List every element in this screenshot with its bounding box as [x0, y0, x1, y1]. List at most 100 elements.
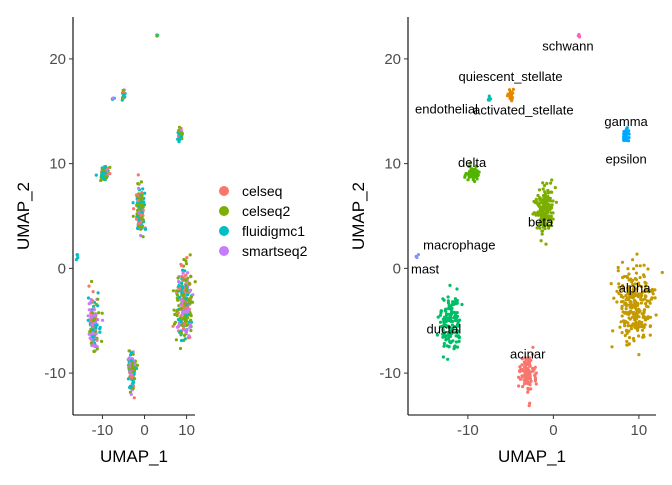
point-alpha [640, 320, 644, 325]
point-ductal [454, 330, 458, 334]
y-tick-label: 20 [384, 51, 401, 68]
point-delta [471, 178, 475, 182]
point-beta [534, 197, 538, 201]
point-celseq2 [189, 295, 193, 299]
point-alpha [617, 285, 621, 289]
x-tick-label: 0 [549, 422, 557, 439]
point-ductal [460, 302, 464, 307]
point-activated_stellate [508, 90, 512, 94]
point-beta [535, 226, 539, 230]
point-alpha [624, 307, 628, 311]
point-fluidigmc1 [177, 140, 181, 144]
point-celseq2 [130, 364, 134, 368]
point-celseq2 [179, 331, 184, 335]
point-delta [463, 175, 467, 179]
point-fluidigmc1 [129, 384, 133, 388]
point-alpha [623, 324, 627, 328]
point-alpha [617, 282, 621, 286]
point-alpha [612, 296, 616, 300]
point-celseq2 [189, 318, 193, 322]
point-beta [541, 213, 546, 217]
y-tick-label: 0 [58, 260, 66, 277]
point-acinar [526, 390, 530, 394]
point-ductal [442, 333, 446, 337]
point-alpha [642, 325, 646, 329]
point-alpha [635, 287, 639, 291]
point-ductal [448, 326, 452, 330]
point-alpha [621, 284, 625, 288]
point-ductal [441, 297, 445, 301]
point-alpha [632, 267, 636, 271]
point-acinar [526, 360, 530, 364]
point-celseq2 [141, 218, 145, 222]
point-acinar [517, 375, 521, 379]
point-acinar [531, 352, 535, 356]
point-beta [538, 219, 543, 223]
point-alpha [621, 287, 625, 291]
point-celseq2 [139, 204, 143, 208]
point-ductal [451, 302, 455, 307]
point-acinar [533, 379, 538, 383]
point-fluidigmc1 [183, 337, 187, 341]
point-ductal [456, 334, 461, 338]
point-gamma [625, 127, 629, 131]
point-acinar [523, 360, 527, 364]
point-alpha [643, 294, 647, 298]
point-celseq2 [185, 289, 189, 293]
point-celseq2 [99, 178, 103, 183]
point-alpha [637, 283, 641, 287]
point-alpha [621, 300, 625, 304]
x-tick-label: 0 [140, 422, 148, 439]
point-delta [473, 175, 477, 179]
point-alpha [641, 335, 645, 339]
point-alpha [643, 323, 647, 327]
point-beta [546, 194, 550, 198]
point-ductal [442, 320, 446, 324]
point-alpha [627, 336, 632, 340]
cluster-label-schwann: schwann [542, 39, 593, 54]
point-celseq2 [131, 361, 135, 365]
point-ductal [443, 330, 447, 334]
point-alpha [623, 333, 627, 338]
point-alpha [621, 295, 625, 299]
point-celseq2 [135, 363, 139, 367]
point-celseq2 [189, 328, 193, 333]
cluster-label-gamma: gamma [604, 114, 648, 129]
point-alpha [634, 293, 638, 297]
point-celseq [89, 318, 93, 322]
point-alpha [629, 327, 634, 331]
point-alpha [620, 260, 625, 264]
point-alpha [631, 322, 635, 326]
batch-points [74, 33, 197, 400]
point-smartseq2 [187, 334, 191, 338]
point-ductal [445, 344, 449, 348]
point-beta [549, 181, 553, 185]
point-celseq [185, 256, 189, 260]
point-celseq2 [92, 349, 96, 353]
point-alpha [639, 285, 644, 289]
point-alpha [633, 277, 638, 281]
point-celseq [184, 306, 188, 310]
point-alpha [625, 331, 629, 335]
legend: celseq celseq2 fluidigmc1 smartseq2 [219, 183, 308, 259]
point-acinar [521, 385, 525, 389]
point-alpha [624, 294, 628, 298]
point-beta [541, 187, 545, 191]
point-smartseq2 [91, 331, 95, 335]
point-alpha [631, 287, 635, 291]
point-ductal [451, 339, 455, 343]
umap-panel-batch: -10 0 10 -10 0 10 20 UMAP_1 UMAP_2 [14, 17, 197, 466]
point-fluidigmc1 [131, 381, 135, 385]
point-alpha [645, 299, 649, 303]
point-smartseq2 [179, 298, 183, 302]
point-activated_stellate [511, 87, 515, 91]
y-tick-label: 10 [384, 156, 401, 173]
point-alpha [611, 329, 615, 333]
point-alpha [610, 345, 614, 349]
point-beta [546, 219, 550, 223]
point-alpha [623, 302, 627, 306]
point-acinar [520, 374, 524, 378]
point-smartseq2 [188, 325, 192, 329]
point-alpha [631, 315, 635, 319]
point-celseq [132, 207, 136, 211]
